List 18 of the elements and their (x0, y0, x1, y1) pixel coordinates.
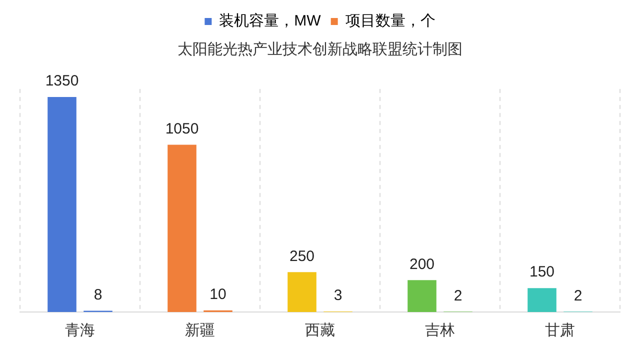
data-label: 8 (94, 286, 102, 304)
chart-title: 太阳能光热产业技术创新战略联盟统计制图 (178, 41, 462, 58)
data-label: 2 (574, 287, 582, 304)
legend-label: 项目数量，个 (345, 12, 436, 30)
data-label: 250 (289, 248, 315, 265)
x-tick-label: 新疆 (185, 322, 215, 340)
data-label: 3 (334, 287, 342, 304)
data-label: 1050 (165, 120, 199, 138)
data-label: 150 (529, 264, 555, 281)
legend-label: 装机容量，MW (219, 12, 322, 30)
x-tick-label: 甘肃 (545, 322, 575, 340)
data-label: 1350 (45, 72, 79, 90)
data-label: 200 (409, 256, 435, 273)
x-tick-label: 青海 (65, 322, 95, 340)
data-label: 2 (454, 287, 462, 304)
data-label: 10 (210, 286, 226, 304)
x-tick-label: 吉林 (425, 322, 455, 340)
x-tick-label: 西藏 (305, 322, 335, 340)
